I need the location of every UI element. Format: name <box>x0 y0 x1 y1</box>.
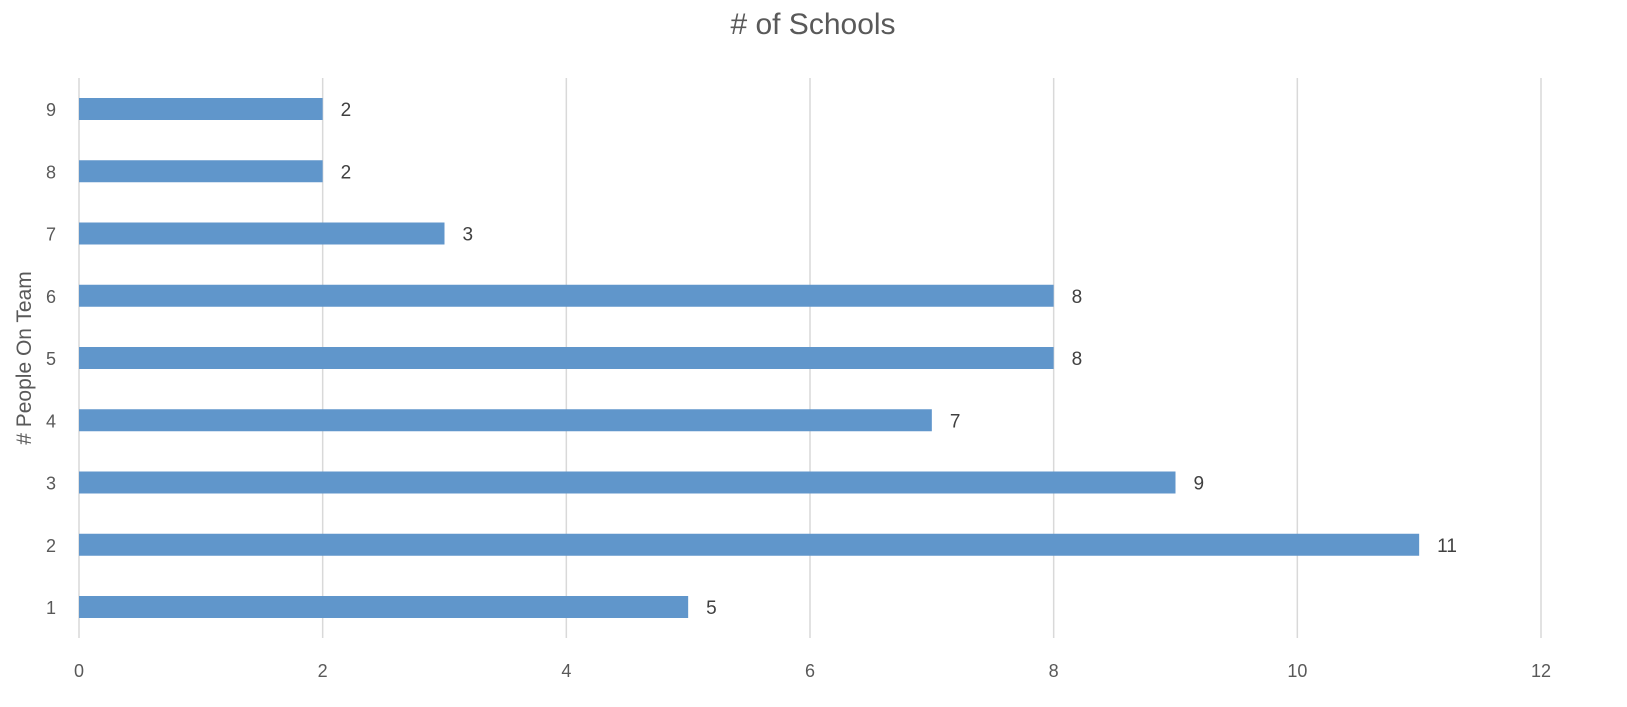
data-label: 11 <box>1437 536 1457 557</box>
x-axis-ticks: 0 2 4 6 8 10 12 <box>74 661 1551 681</box>
x-tick-label: 10 <box>1287 661 1307 681</box>
bars <box>79 98 1419 618</box>
bar <box>79 347 1054 369</box>
data-label: 9 <box>1194 474 1205 495</box>
x-tick-label: 8 <box>1049 661 1059 681</box>
bar <box>79 160 323 182</box>
data-label: 3 <box>463 225 474 246</box>
y-tick-label: 7 <box>46 225 56 245</box>
bar <box>79 223 445 245</box>
x-tick-label: 2 <box>318 661 328 681</box>
y-tick-label: 9 <box>46 100 56 120</box>
data-label: 8 <box>1072 287 1083 308</box>
data-label: 7 <box>950 411 961 432</box>
data-label: 5 <box>706 598 717 619</box>
bar <box>79 285 1054 307</box>
bar <box>79 98 323 120</box>
y-tick-label: 2 <box>46 536 56 556</box>
y-tick-label: 4 <box>46 411 56 431</box>
y-axis-ticks: 1 2 3 4 5 6 7 8 9 <box>46 100 56 618</box>
bar <box>79 596 688 618</box>
data-label: 2 <box>341 100 352 121</box>
chart-title: # of Schools <box>730 8 895 41</box>
y-axis-title: # People On Team <box>13 271 36 445</box>
y-tick-label: 3 <box>46 474 56 494</box>
y-tick-label: 6 <box>46 287 56 307</box>
bar <box>79 472 1176 494</box>
y-tick-label: 1 <box>46 598 56 618</box>
x-tick-label: 0 <box>74 661 84 681</box>
x-tick-label: 6 <box>805 661 815 681</box>
bar <box>79 409 932 431</box>
bar <box>79 534 1419 556</box>
y-tick-label: 8 <box>46 162 56 182</box>
y-tick-label: 5 <box>46 349 56 369</box>
data-label: 8 <box>1072 349 1083 370</box>
x-tick-label: 4 <box>561 661 571 681</box>
x-tick-label: 12 <box>1531 661 1551 681</box>
data-label: 2 <box>341 162 352 183</box>
